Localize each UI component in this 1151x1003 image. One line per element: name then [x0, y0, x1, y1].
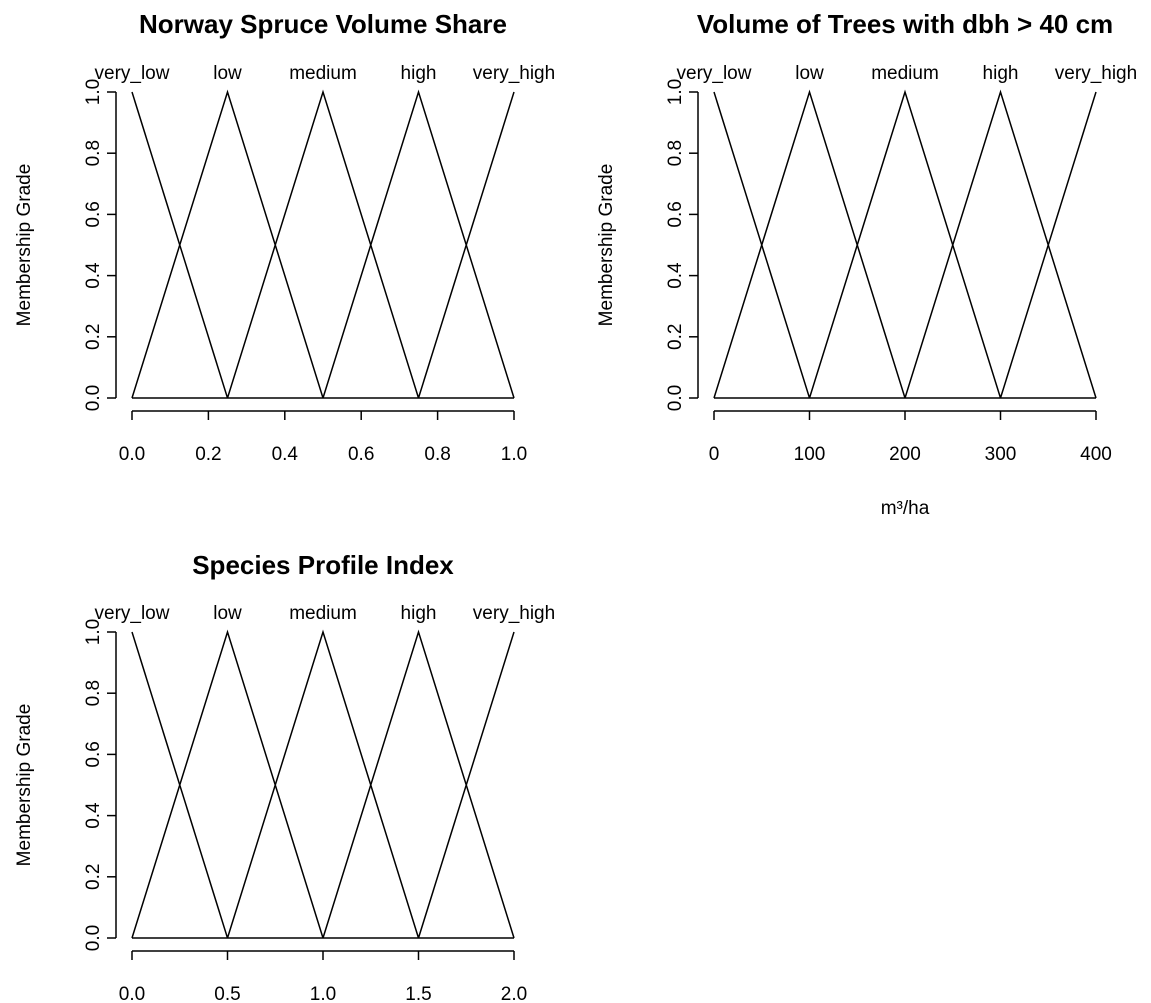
y-tick-label: 0.4 — [665, 262, 686, 289]
y-tick-label: 0.8 — [83, 140, 104, 166]
y-tick-label: 0.4 — [83, 262, 104, 289]
series-line-very-high — [999, 91, 1097, 399]
series-label-very-high: very_high — [1055, 63, 1137, 84]
y-tick-label: 0.2 — [83, 864, 104, 890]
series-label-very-high: very_high — [473, 603, 555, 624]
y-tick-label: 0.8 — [665, 140, 686, 166]
chart-panel-1: Norway Spruce Volume Share Membership Gra… — [14, 9, 555, 465]
series-line-very-high — [417, 631, 515, 939]
y-tick-label: 0.6 — [83, 201, 104, 227]
x-tick-label: 0.5 — [214, 984, 240, 1003]
x-axis-label: m³/ha — [881, 498, 930, 519]
x-tick-label: 0.8 — [424, 444, 450, 465]
series-label-high: high — [401, 63, 437, 84]
y-axis-label: Membership Grade — [14, 704, 35, 867]
x-tick-label: 0 — [709, 444, 720, 465]
y-tick-label: 0.0 — [83, 385, 104, 411]
chart-title: Volume of Trees with dbh > 40 cm — [697, 9, 1113, 39]
series-line-high — [322, 629, 515, 939]
x-tick-label: 0.0 — [119, 444, 145, 465]
series-label-very-low: very_low — [95, 63, 170, 84]
x-tick-label: 0.2 — [195, 444, 221, 465]
x-tick-label: 0.6 — [348, 444, 374, 465]
chart-title: Norway Spruce Volume Share — [139, 9, 507, 39]
series-line-medium — [226, 89, 420, 399]
x-tick-label: 0.4 — [272, 444, 299, 465]
chart-panel-3: Species Profile Index Membership Grade 0.0… — [14, 550, 555, 1003]
series-label-very-low: very_low — [677, 63, 752, 84]
series-label-high: high — [401, 603, 437, 624]
series-label-low: low — [213, 603, 242, 624]
x-tick-label: 2.0 — [501, 984, 527, 1003]
y-axis-label: Membership Grade — [14, 164, 35, 327]
series-label-medium: medium — [289, 63, 357, 84]
y-tick-label: 0.0 — [665, 385, 686, 411]
x-tick-label: 1.0 — [310, 984, 336, 1003]
series-line-low — [713, 89, 906, 399]
y-tick-label: 0.6 — [83, 741, 104, 767]
x-tick-label: 1.5 — [405, 984, 431, 1003]
y-tick-label: 0.4 — [83, 802, 104, 829]
x-tick-label: 300 — [985, 444, 1017, 465]
x-tick-label: 1.0 — [501, 444, 527, 465]
x-tick-label: 400 — [1080, 444, 1112, 465]
x-tick-label: 200 — [889, 444, 921, 465]
y-tick-label: 0.2 — [83, 324, 104, 350]
series-label-medium: medium — [871, 63, 939, 84]
series-line-low — [131, 89, 324, 399]
series-label-very-low: very_low — [95, 603, 170, 624]
series-label-low: low — [795, 63, 824, 84]
series-line-medium — [808, 89, 1002, 399]
y-tick-label: 0.8 — [83, 680, 104, 706]
y-tick-label: 0.2 — [665, 324, 686, 350]
series-line-medium — [226, 629, 420, 939]
chart-panel-2: Volume of Trees with dbh > 40 cm Membersh… — [596, 9, 1137, 519]
y-tick-label: 0.6 — [665, 201, 686, 227]
y-axis-label: Membership Grade — [596, 164, 617, 327]
series-label-high: high — [983, 63, 1019, 84]
chart-title: Species Profile Index — [192, 550, 454, 580]
y-tick-label: 1.0 — [665, 79, 686, 105]
y-tick-label: 0.0 — [83, 925, 104, 951]
series-line-very-high — [417, 91, 515, 399]
series-line-high — [904, 89, 1097, 399]
series-line-low — [131, 629, 324, 939]
series-label-very-high: very_high — [473, 63, 555, 84]
series-label-medium: medium — [289, 603, 357, 624]
x-tick-label: 100 — [794, 444, 826, 465]
x-tick-label: 0.0 — [119, 984, 145, 1003]
y-tick-label: 1.0 — [83, 619, 104, 645]
y-tick-label: 1.0 — [83, 79, 104, 105]
series-label-low: low — [213, 63, 242, 84]
series-line-high — [322, 89, 515, 399]
